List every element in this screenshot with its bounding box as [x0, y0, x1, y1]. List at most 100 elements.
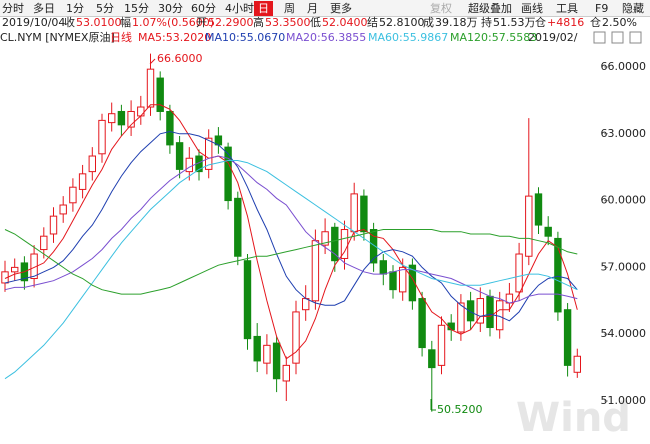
candle-body	[321, 231, 329, 246]
legend-entry: MA10:55.0670	[205, 31, 285, 44]
candle-body	[340, 229, 349, 259]
candle-body	[437, 324, 446, 366]
tab[interactable]: 15分	[124, 2, 149, 15]
tab[interactable]: 多日	[33, 1, 55, 15]
candle-body	[457, 302, 465, 333]
period: 日线	[110, 30, 132, 44]
candle-body	[243, 260, 252, 340]
tool-button[interactable]: 超级叠加	[468, 1, 512, 15]
candle-body	[234, 197, 242, 257]
candle-body	[399, 266, 407, 293]
candle-body	[515, 253, 523, 293]
tab[interactable]: 更多	[330, 1, 352, 15]
candle-body	[496, 300, 504, 331]
quote-label: 低	[310, 16, 321, 29]
y-tick-label: 57.0000	[601, 260, 647, 273]
start-date: 2019/02/	[528, 31, 578, 44]
tool-button[interactable]: F9	[595, 2, 608, 15]
candle-body	[156, 77, 164, 112]
quote-label: 仓	[535, 15, 546, 29]
ma-line	[4, 130, 578, 322]
tab[interactable]: 周	[284, 2, 295, 15]
quote-label: 高	[253, 15, 264, 29]
candle-body	[205, 137, 213, 170]
quote-label: 持	[481, 15, 492, 29]
quote-value: 39.18万	[435, 16, 478, 29]
candle-body	[11, 266, 19, 273]
candle-body	[282, 364, 291, 382]
candle-body	[272, 342, 281, 380]
tab[interactable]: 30分	[158, 2, 183, 15]
candle-body	[175, 142, 184, 170]
quote-value: 52.0400	[322, 16, 368, 29]
tab[interactable]: 5分	[96, 2, 114, 15]
tool-button[interactable]: 复权	[430, 1, 452, 15]
candle-body	[418, 298, 426, 349]
candle-body	[466, 300, 475, 322]
candle-body	[573, 355, 581, 373]
candle-body	[544, 226, 552, 237]
candle-body	[331, 226, 339, 262]
candle-body	[486, 295, 494, 329]
quote-label: 结	[367, 16, 378, 29]
y-tick-label: 66.0000	[601, 60, 647, 73]
candle-body	[49, 215, 58, 235]
candle-body	[534, 193, 543, 226]
candle-body	[88, 155, 96, 173]
candle-body	[253, 335, 261, 362]
candle-body	[476, 298, 485, 324]
tool-button[interactable]: 工具	[556, 2, 578, 15]
tool-button[interactable]: 画线	[521, 1, 543, 15]
max-label: 66.6000	[157, 52, 203, 65]
candle-body	[379, 260, 388, 275]
quote-value: 53.0100	[76, 16, 122, 29]
quote-value: 53.3500	[265, 16, 311, 29]
quote-value: 52.2900	[208, 16, 254, 29]
candle-body	[311, 240, 320, 302]
quote-value: 1.07%(0.5600)	[132, 16, 214, 29]
candle-body	[302, 298, 310, 311]
y-tick-label: 60.0000	[601, 194, 647, 207]
candle-body	[40, 235, 48, 251]
candle-body	[369, 229, 378, 264]
legend-entry: MA5:53.2020	[138, 31, 211, 44]
quote-label: 仓	[590, 15, 601, 29]
candle-body	[563, 309, 572, 366]
icon-zoom[interactable]	[611, 31, 624, 44]
candle-body	[350, 193, 358, 233]
tab[interactable]: 月	[307, 2, 318, 15]
candle-body	[428, 349, 436, 369]
tab[interactable]: 日	[258, 2, 269, 15]
instrument: CL.NYM [NYMEX原油]	[0, 30, 115, 44]
candle-body	[108, 113, 116, 124]
legend-entry: MA20:56.3855	[286, 31, 366, 44]
candle-body	[408, 264, 417, 302]
y-tick-label: 51.0000	[601, 394, 647, 407]
y-tick-label: 63.0000	[601, 127, 647, 140]
candle-body	[166, 110, 174, 146]
icon-settings[interactable]	[593, 31, 606, 44]
tab[interactable]: 1分	[66, 2, 84, 15]
quote-value: 2.50%	[602, 16, 637, 29]
candle-body	[98, 119, 106, 155]
candle-body	[59, 204, 67, 215]
tab[interactable]: 4小时	[225, 2, 254, 15]
ma-line	[4, 229, 578, 295]
quote-label: 开	[196, 16, 207, 29]
legend-entry: MA120:57.5583	[450, 31, 537, 44]
tool-button[interactable]: 隐藏	[622, 2, 644, 15]
legend-entry: MA60:55.9867	[368, 31, 448, 44]
tab[interactable]: 60分	[191, 2, 216, 15]
toolbar-bg	[0, 0, 650, 16]
quote-value: +4816	[547, 16, 584, 29]
candle-body	[78, 173, 87, 190]
candle-body	[146, 68, 155, 108]
tab[interactable]: 分时	[2, 2, 24, 15]
candle-body	[360, 195, 368, 233]
watermark: Wind	[516, 395, 631, 441]
candle-body	[554, 237, 562, 313]
quote-label: 成	[423, 16, 434, 29]
icon-close[interactable]	[629, 31, 642, 44]
candle-body	[525, 195, 533, 257]
